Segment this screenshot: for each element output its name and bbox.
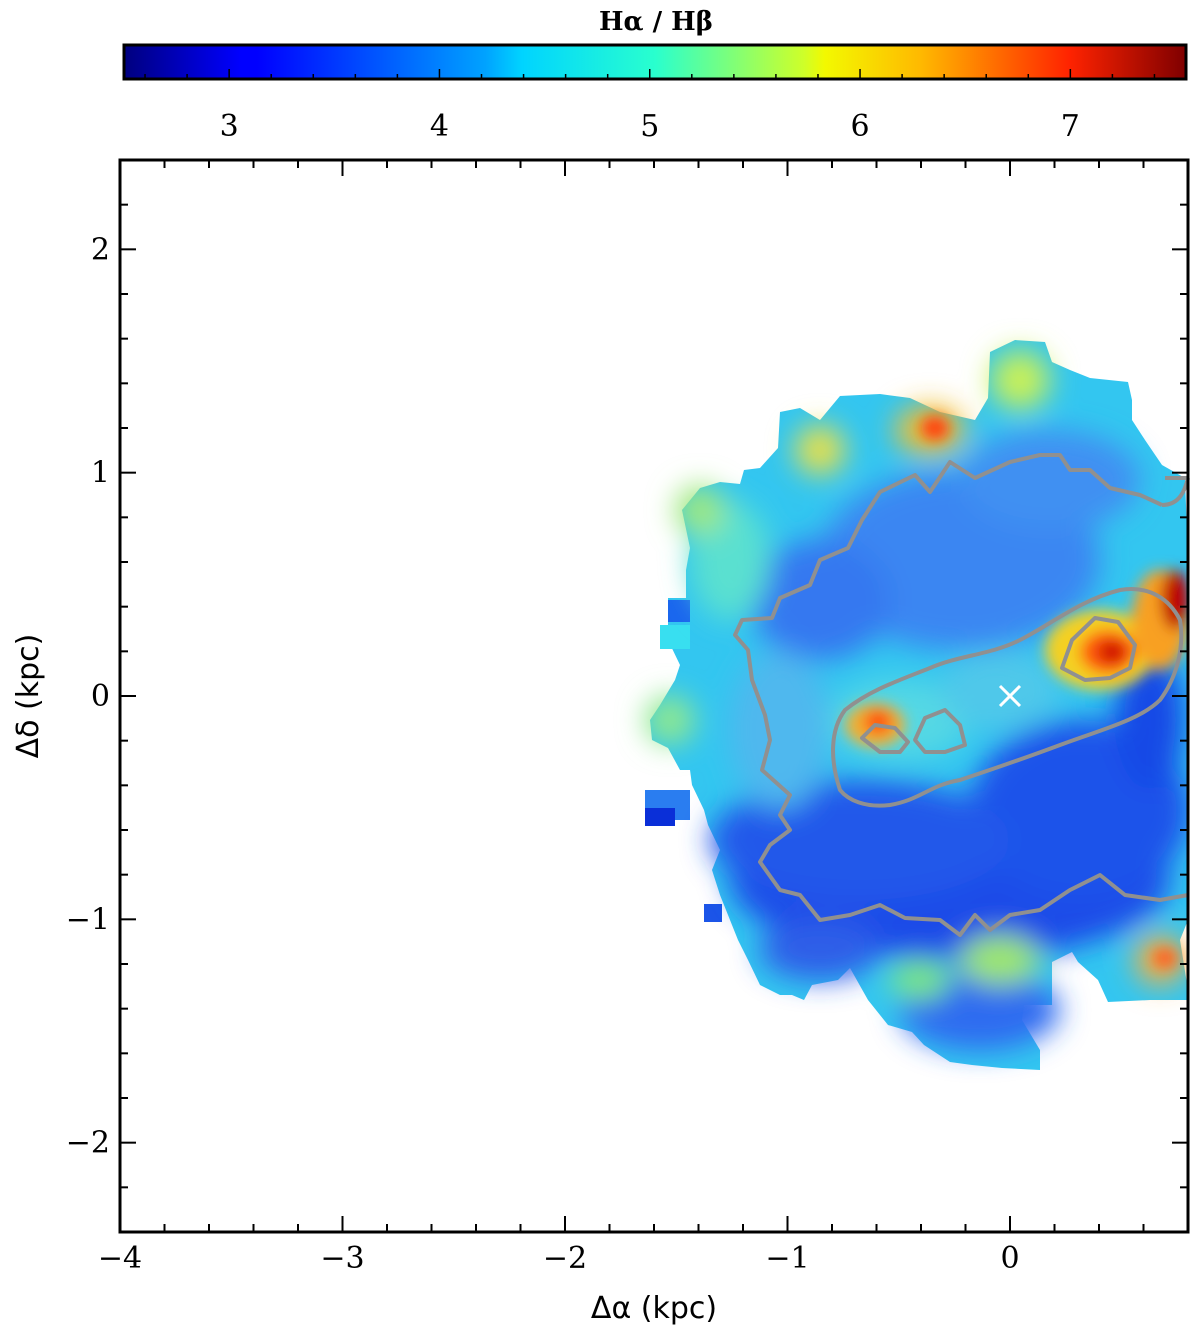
colorbar-ticks: 3 4 5 6 7 — [144, 69, 1156, 144]
colorbar-tick-label: 3 — [220, 109, 239, 144]
y-axis-label: Δδ (kpc) — [11, 634, 46, 759]
contour-knot-west-b — [913, 708, 967, 754]
x-tick-label: −4 — [98, 1241, 142, 1276]
colorbar-gradient — [122, 43, 1188, 81]
map-hotspots — [845, 416, 1188, 968]
colorbar-tick-label: 4 — [430, 109, 449, 144]
colorbar-tick-label: 7 — [1061, 109, 1080, 144]
colorbar: Hα / Hβ 3 4 5 6 7 — [122, 7, 1188, 144]
y-tick-label: −1 — [66, 902, 110, 937]
center-marker-stroke — [998, 684, 1022, 708]
x-tick-label: −2 — [543, 1241, 587, 1276]
x-tick-label: −3 — [320, 1241, 364, 1276]
x-tick-label: 0 — [1000, 1241, 1019, 1276]
y-tick-label: 0 — [91, 679, 110, 714]
plot-area — [120, 160, 1190, 1232]
y-tick-label: 2 — [91, 232, 110, 267]
map-structure — [645, 350, 1188, 1050]
colorbar-tick-label: 5 — [640, 109, 659, 144]
x-axis-label: Δα (kpc) — [591, 1291, 717, 1326]
y-tick-label: 1 — [91, 456, 110, 491]
contour-inner — [831, 587, 1184, 808]
colorbar-tick-label: 6 — [850, 109, 869, 144]
contour-knot-west-a — [860, 723, 910, 754]
contour-knot-east — [1060, 616, 1137, 682]
x-axis-ticks: −4 −3 −2 −1 0 — [98, 160, 1189, 1276]
contours — [733, 453, 1190, 937]
x-tick-label: −1 — [765, 1241, 809, 1276]
y-tick-label: −2 — [66, 1126, 110, 1161]
ratio-map — [645, 340, 1188, 1070]
colorbar-title: Hα / Hβ — [599, 7, 713, 37]
center-marker — [998, 684, 1022, 708]
y-axis-ticks: −2 −1 0 1 2 — [66, 159, 1188, 1233]
